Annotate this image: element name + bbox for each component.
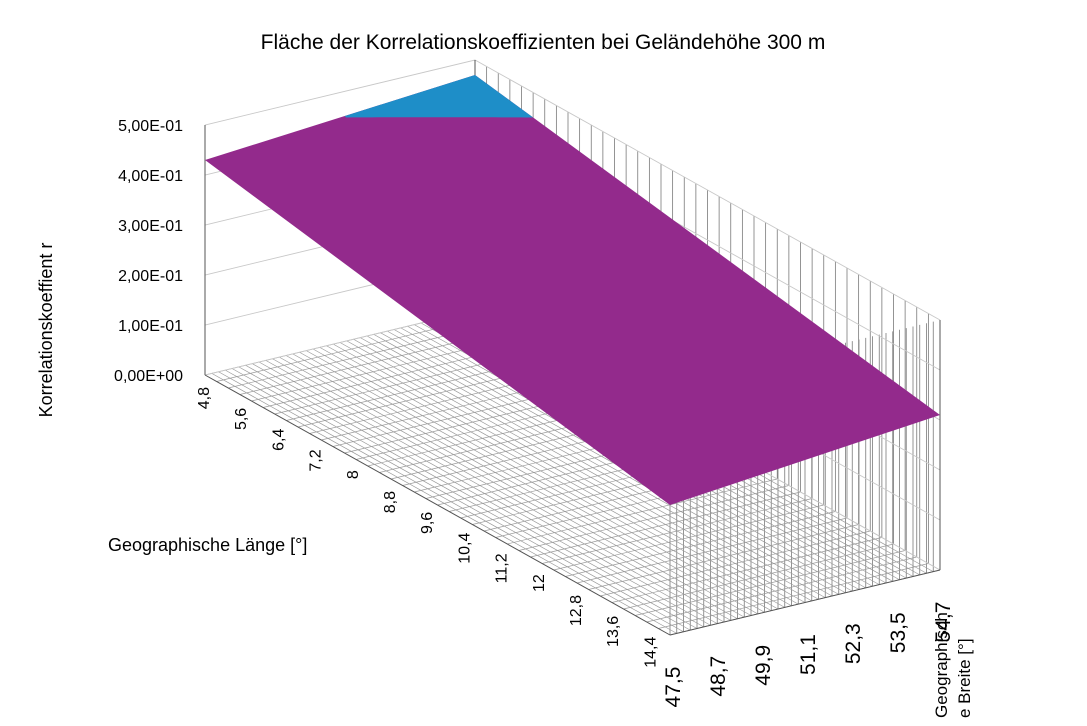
- floor-grid-line: [611, 537, 882, 603]
- floor-grid-line: [360, 337, 826, 598]
- floor-grid-line: [346, 340, 812, 602]
- depth-tick-label: 52,3: [842, 623, 865, 664]
- floor-grid-line: [635, 550, 906, 616]
- depth-axis-ticks: 47,5 48,7 49,9 51,1 52,3 53,5 54,7: [662, 602, 955, 708]
- x-tick-label: 13,6: [605, 616, 622, 647]
- y-tick-label: 1,00E-01: [118, 318, 183, 335]
- depth-axis-label-line-1: Geographisch: [932, 612, 951, 718]
- chart-title: Fläche der Korrelationskoeffizienten bei…: [261, 31, 826, 54]
- depth-tick-label: 49,9: [752, 645, 775, 686]
- x-tick-label: 6,4: [270, 429, 287, 451]
- y-tick-label: 3,00E-01: [118, 218, 183, 235]
- floor-grid-line: [576, 517, 848, 584]
- depth-tick-label: 51,1: [797, 634, 820, 675]
- y-tick-label: 4,00E-01: [118, 168, 183, 185]
- depth-tick-label: 47,5: [662, 667, 685, 708]
- x-tick-label: 11,2: [494, 553, 511, 583]
- x-axis-ticks: 4,8 5,6 6,4 7,2 8 8,8 9,6 10,4 11,2 12 12,8 13,6 14,…: [196, 387, 659, 668]
- floor-grid-line: [530, 491, 801, 558]
- floor-grid-line: [542, 498, 813, 564]
- floor-grid-line: [588, 524, 859, 590]
- x-tick-label: 10,4: [456, 532, 473, 563]
- floor-grid-line: [600, 530, 871, 597]
- x-tick-label: 5,6: [233, 408, 250, 430]
- floor-grid-line: [380, 332, 846, 594]
- depth-axis-label-line-2: e Breite [°]: [955, 638, 974, 718]
- depth-tick-label: 48,7: [707, 656, 730, 697]
- surface-band-low: [205, 75, 940, 505]
- floor-grid-line: [507, 478, 778, 545]
- floor-grid-line: [518, 485, 789, 551]
- floor-grid-line: [353, 338, 819, 600]
- x-tick-label: 8,8: [382, 491, 399, 513]
- y-tick-label: 2,00E-01: [118, 268, 183, 285]
- floor-grid-line: [658, 563, 929, 629]
- floor-grid-line: [366, 335, 833, 597]
- x-tick-label: 8: [345, 470, 362, 479]
- floor-grid-line: [553, 504, 824, 571]
- x-axis-label: Geographische Länge [°]: [108, 535, 307, 555]
- floor-grid-line: [646, 556, 917, 623]
- surface-plot: [205, 75, 940, 505]
- y-axis-ticks: 0,00E+00 1,00E-01 2,00E-01 3,00E-01 4,00E-01…: [114, 118, 183, 385]
- depth-tick-label: 53,5: [887, 612, 910, 653]
- axis-edge: [669, 569, 941, 636]
- x-tick-label: 9,6: [419, 512, 436, 534]
- floor-grid-line: [373, 334, 839, 595]
- floor-grid-line: [565, 511, 836, 577]
- floor-grid-line: [339, 342, 806, 603]
- floor-grid-line: [623, 543, 894, 610]
- x-tick-label: 14,4: [642, 636, 659, 667]
- x-tick-label: 12,8: [568, 595, 585, 626]
- y-tick-label: 0,00E+00: [114, 368, 183, 385]
- depth-tick-label: 54,7: [932, 602, 955, 643]
- x-tick-label: 7,2: [308, 449, 325, 471]
- y-tick-label: 5,00E-01: [118, 118, 183, 135]
- axis-edge: [204, 374, 671, 636]
- x-tick-label: 4,8: [196, 387, 213, 409]
- y-axis-label: Korrelationskoeffient r: [36, 243, 56, 418]
- surface-band-high: [344, 75, 534, 118]
- x-tick-label: 12: [531, 574, 548, 592]
